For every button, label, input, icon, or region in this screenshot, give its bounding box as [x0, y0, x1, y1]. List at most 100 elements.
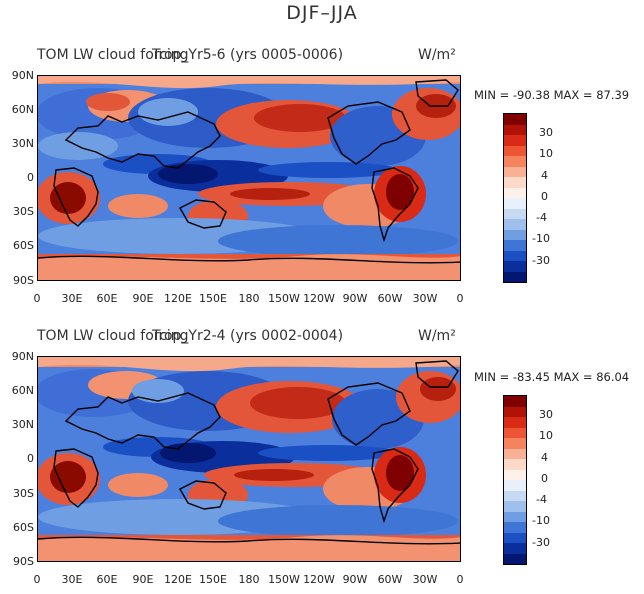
colorbar-segment: [504, 417, 526, 428]
colorbar-segment: [504, 187, 526, 198]
lon-label: 30W: [412, 573, 438, 586]
map-field-top: [38, 76, 460, 280]
lat-label: 0: [27, 171, 34, 184]
colorbar-label: 30: [539, 408, 553, 421]
colorbar-segment: [504, 208, 526, 219]
colorbar-label: -4: [536, 493, 547, 506]
colorbar-label: 30: [539, 126, 553, 139]
lat-label: 30N: [11, 137, 34, 150]
colorbar-segment: [504, 166, 526, 177]
colorbar-segment: [504, 490, 526, 501]
lon-label: 180: [238, 573, 260, 586]
lat-label: 90N: [11, 69, 34, 82]
lon-label: 0: [33, 292, 41, 305]
colorbar-segment: [504, 532, 526, 543]
lat-label: 30S: [13, 205, 34, 218]
lon-label: 30W: [412, 292, 438, 305]
colorbar-segment: [504, 522, 526, 533]
colorbar-segment: [504, 459, 526, 470]
colorbar-segment: [504, 396, 526, 407]
lat-label: 60S: [13, 521, 34, 534]
figure-title: DJF–JJA: [286, 2, 358, 24]
lat-label: 60N: [11, 384, 34, 397]
panel-title: TOM LW cloud forcing: [37, 47, 189, 63]
colorbar-label: -4: [536, 211, 547, 224]
colorbar-label: 0: [541, 190, 548, 203]
colorbar-label: 10: [539, 147, 553, 160]
lon-label: 30E: [61, 292, 83, 305]
lon-label: 60E: [96, 573, 118, 586]
colorbar-segment: [504, 438, 526, 449]
lon-label: 120W: [303, 292, 335, 305]
map-field-bottom: [38, 357, 460, 561]
lat-label: 30N: [11, 418, 34, 431]
colorbar-segment: [504, 271, 526, 282]
colorbar-segment: [504, 240, 526, 251]
colorbar-segment: [504, 124, 526, 135]
min-max-label: MIN = -83.45 MAX = 86.04: [474, 370, 630, 384]
lat-label: 90S: [13, 274, 34, 287]
lon-label: 90W: [342, 573, 368, 586]
colorbar-label: 4: [541, 169, 548, 182]
lon-label: 150W: [268, 292, 300, 305]
colorbar-label: 4: [541, 451, 548, 464]
lon-label: 120W: [303, 573, 335, 586]
colorbar-bottom: [503, 395, 527, 565]
colorbar-segment: [504, 198, 526, 209]
colorbar-segment: [504, 261, 526, 272]
colorbar-segment: [504, 553, 526, 564]
lat-label: 0: [27, 452, 34, 465]
colorbar-segment: [504, 501, 526, 512]
lat-label: 60N: [11, 103, 34, 116]
lon-label: 0: [33, 573, 41, 586]
map-top: [37, 75, 461, 281]
colorbar-segment: [504, 427, 526, 438]
units-label: W/m²: [418, 328, 456, 344]
lon-label: 120E: [164, 292, 192, 305]
lon-label: 0: [456, 292, 464, 305]
colorbar-segment: [504, 145, 526, 156]
lon-label: 90E: [132, 573, 154, 586]
colorbar-segment: [504, 469, 526, 480]
lon-label: 150E: [199, 292, 227, 305]
colorbar-label: 0: [541, 472, 548, 485]
colorbar-segment: [504, 156, 526, 167]
panel-subtitle: Trop_Yr5-6 (yrs 0005-0006): [152, 47, 344, 63]
lat-label: 90N: [11, 350, 34, 363]
lon-label: 150W: [268, 573, 300, 586]
lon-label: 60W: [377, 292, 403, 305]
lat-label: 30S: [13, 487, 34, 500]
lon-label: 120E: [164, 573, 192, 586]
map-bottom: [37, 356, 461, 562]
colorbar-segment: [504, 250, 526, 261]
colorbar-label: -10: [532, 514, 550, 527]
colorbar-segment: [504, 177, 526, 188]
colorbar-label: -10: [532, 232, 550, 245]
panel-subtitle: Trop_Yr2-4 (yrs 0002-0004): [152, 328, 344, 344]
units-label: W/m²: [418, 47, 456, 63]
colorbar-top: [503, 113, 527, 283]
colorbar-segment: [504, 229, 526, 240]
lon-label: 60W: [377, 573, 403, 586]
lon-label: 30E: [61, 573, 83, 586]
colorbar-label: -30: [532, 536, 550, 549]
lon-label: 180: [238, 292, 260, 305]
colorbar-segment: [504, 406, 526, 417]
colorbar-segment: [504, 511, 526, 522]
colorbar-segment: [504, 219, 526, 230]
colorbar-segment: [504, 448, 526, 459]
lon-label: 90W: [342, 292, 368, 305]
lon-label: 150E: [199, 573, 227, 586]
colorbar-segment: [504, 135, 526, 146]
colorbar-label: -30: [532, 254, 550, 267]
lat-label: 90S: [13, 555, 34, 568]
lon-label: 60E: [96, 292, 118, 305]
colorbar-label: 10: [539, 429, 553, 442]
colorbar-segment: [504, 114, 526, 125]
lon-label: 0: [456, 573, 464, 586]
colorbar-segment: [504, 480, 526, 491]
lat-label: 60S: [13, 239, 34, 252]
min-max-label: MIN = -90.38 MAX = 87.39: [474, 88, 630, 102]
lon-label: 90E: [132, 292, 154, 305]
panel-title: TOM LW cloud forcing: [37, 328, 189, 344]
